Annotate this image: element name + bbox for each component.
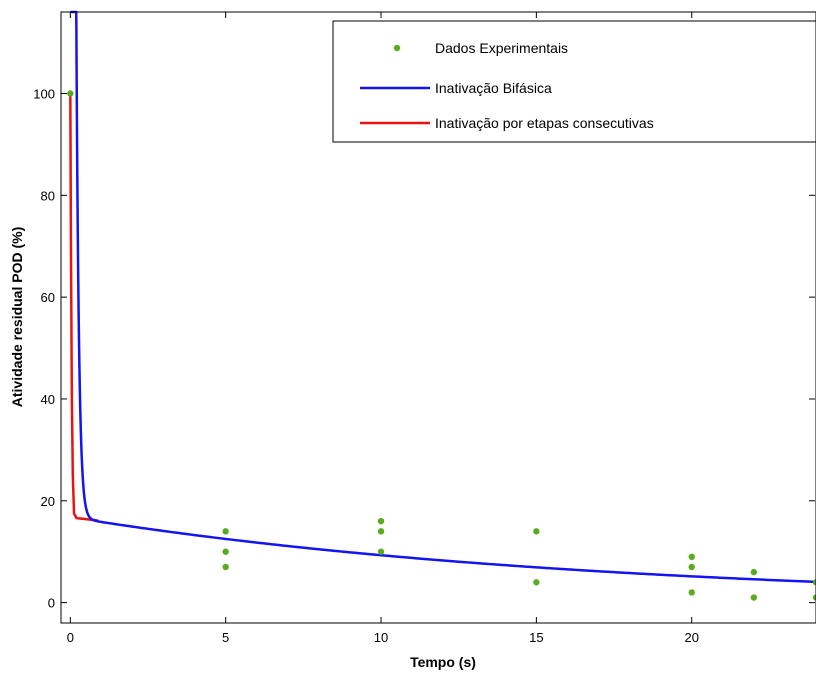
data-point-0 [67,90,74,97]
data-point-3 [222,563,229,571]
y-tick-label-20: 20 [41,494,55,509]
data-point-11 [688,589,695,596]
y-tick-label-0: 0 [48,596,55,611]
data-point-13 [750,594,758,601]
data-point-12 [750,568,758,576]
legend: Dados Experimentais Inativação Bifásica … [332,20,816,143]
data-point-9 [688,553,695,561]
series-line-etapas [69,93,99,522]
data-point-1 [222,528,229,535]
data-point-5 [377,528,385,535]
data-point-10 [688,563,695,571]
data-point-7 [533,528,540,535]
data-layer [67,10,816,601]
y-axis-label: Atividade residual POD (%) [9,227,25,407]
axes-layer: 0 5 10 15 20 0 20 40 60 80 100 [33,11,816,645]
y-tick-label-80: 80 [41,188,55,203]
x-tick-label-0: 0 [67,630,74,645]
data-point-4 [377,517,385,525]
legend-marker-dados [393,44,401,52]
data-point-15 [812,594,816,601]
x-tick-label-5: 5 [222,630,229,645]
y-tick-label-100: 100 [33,86,55,101]
x-tick-label-20: 20 [684,630,698,645]
x-tick-label-10: 10 [374,630,388,645]
x-tick-label-15: 15 [529,630,543,645]
data-point-8 [533,579,540,586]
legend-label-bifasica: Inativação Bifásica [435,80,552,96]
series-line-bifasica [69,10,816,584]
data-point-14 [812,579,816,586]
legend-label-dados: Dados Experimentais [435,40,568,56]
data-point-2 [222,548,229,555]
y-tick-label-60: 60 [41,290,55,305]
data-point-6 [377,548,385,555]
y-tick-label-40: 40 [41,392,55,407]
legend-label-etapas: Inativação por etapas consecutivas [435,115,654,131]
x-axis-label: Tempo (s) [410,654,476,670]
plot-frame [60,11,816,624]
